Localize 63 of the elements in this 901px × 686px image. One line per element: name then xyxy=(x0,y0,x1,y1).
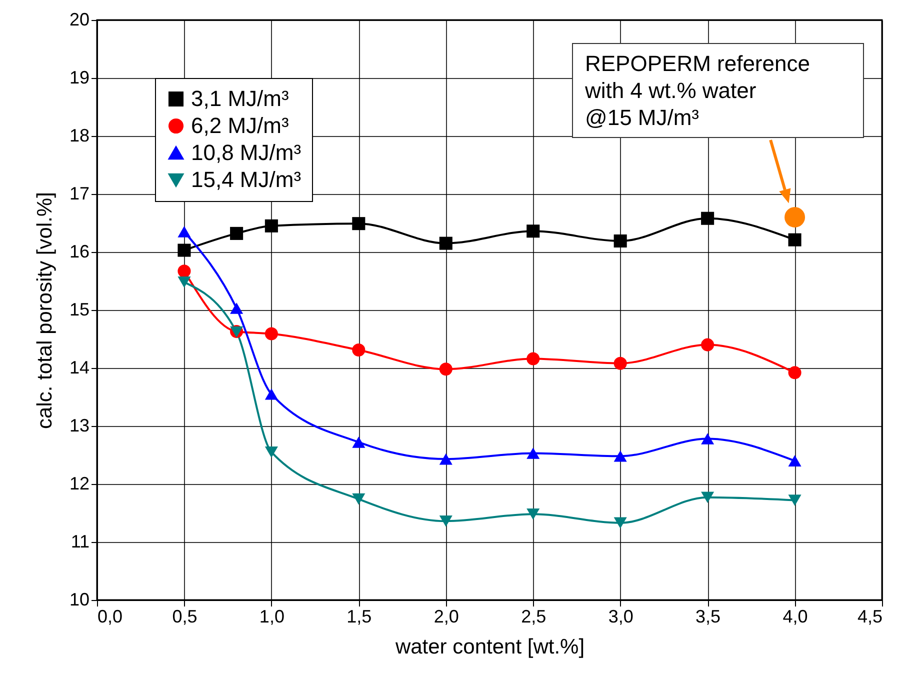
point xyxy=(230,226,244,240)
x-tick-label: 4,0 xyxy=(782,606,808,626)
x-axis-title: water content [wt.%] xyxy=(394,636,585,658)
point xyxy=(230,302,244,314)
point xyxy=(178,276,191,288)
x-tick-label: 2,5 xyxy=(521,606,546,626)
y-axis-title: calc. total porosity [vol.%] xyxy=(33,192,56,429)
y-tick-label: 10 xyxy=(69,590,90,610)
point xyxy=(784,206,806,228)
y-tick-label: 12 xyxy=(69,474,90,494)
legend-label: 15,4 MJ/m³ xyxy=(191,167,302,192)
y-tick-label: 16 xyxy=(69,242,90,262)
x-tick-label: 4,5 xyxy=(857,606,882,626)
legend-label: 6,2 MJ/m³ xyxy=(191,113,289,138)
point xyxy=(439,236,452,250)
point xyxy=(701,433,714,444)
point xyxy=(526,448,540,459)
x-tick-label: 3,0 xyxy=(608,606,634,626)
y-tick-label: 17 xyxy=(69,184,90,204)
point xyxy=(264,219,278,232)
point xyxy=(614,517,627,529)
point xyxy=(701,212,714,225)
y-tick-label: 11 xyxy=(70,532,90,552)
y-tick-label: 20 xyxy=(69,10,90,30)
point xyxy=(788,494,802,506)
point xyxy=(439,515,452,527)
legend-label: 10,8 MJ/m³ xyxy=(191,140,302,165)
point xyxy=(526,508,540,520)
point xyxy=(788,366,802,380)
y-tick-label: 14 xyxy=(69,358,90,378)
annotation: REPOPERM reference with 4 wt.% water @15 MJ/m³ xyxy=(572,43,864,138)
point xyxy=(614,450,627,462)
point xyxy=(701,338,714,352)
point xyxy=(264,446,278,458)
point xyxy=(352,493,366,505)
y-tick-label: 18 xyxy=(69,126,90,146)
x-tick-label: 0,0 xyxy=(98,606,123,626)
point xyxy=(178,226,191,238)
point xyxy=(701,492,714,503)
point xyxy=(614,356,627,370)
x-tick-label: 1,0 xyxy=(259,606,284,626)
point xyxy=(439,453,452,465)
legend-label: 3,1 MJ/m³ xyxy=(191,86,289,111)
x-tick-label: 3,5 xyxy=(696,606,721,626)
point xyxy=(526,352,540,366)
point xyxy=(264,388,278,400)
point xyxy=(526,224,540,238)
x-tick-label: 1,5 xyxy=(346,606,372,626)
point xyxy=(352,217,366,230)
y-tick-label: 19 xyxy=(69,68,90,88)
point xyxy=(788,455,802,466)
y-tick-label: 15 xyxy=(69,300,90,320)
point xyxy=(352,344,366,357)
point xyxy=(178,264,191,278)
y-tick-label: 13 xyxy=(69,416,90,436)
point xyxy=(788,233,802,246)
point xyxy=(352,436,366,448)
point xyxy=(264,327,278,340)
x-tick-label: 0,5 xyxy=(172,606,198,626)
point xyxy=(614,234,627,248)
point xyxy=(178,244,191,257)
point xyxy=(439,362,452,376)
x-tick-label: 2,0 xyxy=(434,606,459,626)
